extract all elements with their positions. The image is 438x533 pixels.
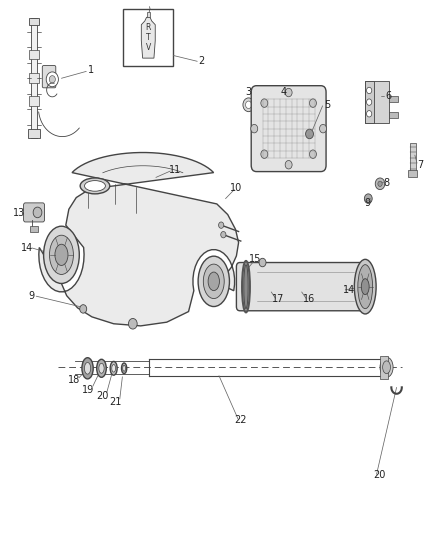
Ellipse shape (380, 357, 393, 377)
Ellipse shape (198, 256, 230, 306)
Bar (123, 9, 173, 66)
Text: 15: 15 (249, 254, 262, 264)
Text: 5: 5 (324, 100, 330, 110)
Text: R
T
V: R T V (145, 23, 151, 52)
Ellipse shape (112, 365, 116, 372)
Text: 11: 11 (170, 165, 182, 175)
Text: 2: 2 (198, 56, 205, 66)
Ellipse shape (110, 361, 117, 375)
Circle shape (378, 181, 382, 187)
Circle shape (306, 129, 314, 139)
Ellipse shape (244, 265, 248, 309)
Text: 18: 18 (68, 375, 81, 385)
Ellipse shape (80, 178, 110, 194)
Circle shape (280, 101, 286, 109)
FancyBboxPatch shape (251, 86, 326, 172)
Text: 19: 19 (82, 384, 95, 394)
Text: 7: 7 (417, 160, 424, 169)
Bar (147, 12, 150, 17)
Circle shape (219, 222, 224, 228)
Circle shape (320, 124, 326, 133)
Bar (29, 73, 39, 83)
FancyBboxPatch shape (42, 66, 56, 88)
Circle shape (80, 305, 87, 313)
Polygon shape (39, 152, 239, 326)
Ellipse shape (123, 366, 126, 371)
Text: 20: 20 (96, 391, 109, 401)
Ellipse shape (354, 260, 376, 314)
Ellipse shape (383, 361, 391, 374)
Text: 3: 3 (246, 86, 252, 96)
Ellipse shape (44, 226, 79, 284)
FancyBboxPatch shape (24, 203, 45, 222)
Circle shape (259, 259, 266, 266)
Bar (410, 143, 416, 171)
Text: 4: 4 (280, 86, 286, 96)
Text: 14: 14 (343, 285, 355, 295)
Bar (30, 226, 38, 231)
Bar (31, 18, 37, 138)
Circle shape (310, 99, 316, 107)
Ellipse shape (208, 272, 219, 290)
Circle shape (367, 87, 372, 94)
Text: 14: 14 (21, 243, 33, 253)
Ellipse shape (55, 244, 68, 265)
FancyBboxPatch shape (237, 263, 371, 311)
Text: 1: 1 (88, 66, 94, 75)
Text: 22: 22 (234, 415, 247, 425)
Text: 17: 17 (272, 294, 284, 304)
Ellipse shape (97, 359, 106, 377)
Circle shape (49, 76, 55, 83)
Circle shape (310, 150, 316, 158)
Bar (29, 50, 39, 59)
Ellipse shape (99, 364, 104, 373)
Bar (29, 18, 39, 25)
Ellipse shape (49, 235, 74, 274)
Ellipse shape (361, 279, 369, 295)
Bar (380, 356, 388, 379)
Circle shape (261, 99, 268, 107)
Ellipse shape (85, 181, 106, 191)
Ellipse shape (203, 264, 224, 298)
Circle shape (375, 178, 385, 190)
Circle shape (128, 318, 137, 329)
Circle shape (261, 150, 268, 158)
Bar (389, 112, 398, 118)
Text: 21: 21 (109, 397, 122, 407)
Circle shape (251, 124, 258, 133)
Bar (389, 96, 398, 102)
Circle shape (33, 207, 42, 217)
Text: 8: 8 (384, 177, 390, 188)
Polygon shape (365, 81, 389, 123)
Text: 6: 6 (386, 91, 392, 101)
Circle shape (221, 231, 226, 238)
Circle shape (367, 99, 372, 106)
Text: 16: 16 (303, 294, 315, 304)
Bar (29, 96, 39, 106)
Bar (365, 81, 374, 123)
Text: 10: 10 (230, 183, 243, 193)
Circle shape (278, 98, 289, 112)
Circle shape (364, 194, 372, 204)
Text: 12: 12 (92, 182, 104, 192)
Bar (28, 128, 40, 138)
Circle shape (46, 72, 58, 87)
Bar (408, 170, 417, 177)
Text: 9: 9 (364, 198, 370, 208)
Ellipse shape (82, 358, 93, 379)
Ellipse shape (85, 362, 91, 374)
Text: 20: 20 (373, 471, 385, 480)
Ellipse shape (358, 265, 373, 309)
Circle shape (367, 111, 372, 117)
Circle shape (285, 88, 292, 97)
Circle shape (243, 98, 254, 112)
Text: 13: 13 (13, 208, 25, 219)
Polygon shape (141, 17, 155, 58)
Circle shape (246, 101, 252, 109)
Circle shape (285, 160, 292, 169)
Ellipse shape (242, 261, 250, 312)
Ellipse shape (121, 363, 127, 374)
Text: 9: 9 (28, 291, 34, 301)
